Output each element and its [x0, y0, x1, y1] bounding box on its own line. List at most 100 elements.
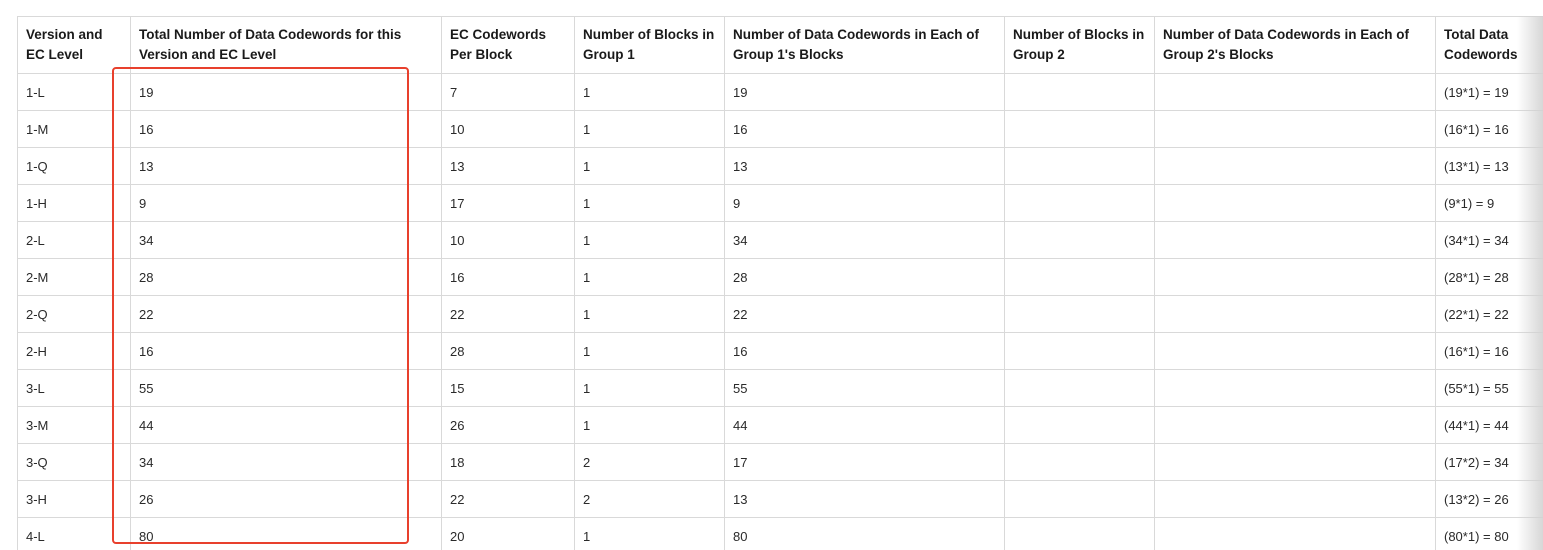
- table-cell: 1: [574, 258, 725, 296]
- table-cell: 1: [574, 295, 725, 333]
- table-cell: [1004, 443, 1155, 481]
- table-cell: (80*1) = 80: [1435, 517, 1543, 550]
- table-cell: [1154, 369, 1436, 407]
- table-cell: 17: [724, 443, 1005, 481]
- table-cell: 1: [574, 406, 725, 444]
- table-cell: (44*1) = 44: [1435, 406, 1543, 444]
- table-cell: 2: [574, 480, 725, 518]
- table-row: 1-H 9 17 1 9 (9*1) = 9: [17, 184, 1543, 222]
- table-cell: [1154, 258, 1436, 296]
- table-cell: [1154, 480, 1436, 518]
- codewords-table-container: Version and EC Level Total Number of Data…: [17, 16, 1543, 550]
- table-cell: (28*1) = 28: [1435, 258, 1543, 296]
- table-cell: 2-L: [17, 221, 131, 259]
- table-cell: 34: [130, 221, 442, 259]
- table-cell: [1154, 295, 1436, 333]
- column-header: Total Number of Data Codewords for this …: [130, 16, 442, 74]
- table-cell: 22: [130, 295, 442, 333]
- table-cell: [1004, 480, 1155, 518]
- table-row: 2-Q 22 22 1 22 (22*1) = 22: [17, 295, 1543, 333]
- table-cell: 3-H: [17, 480, 131, 518]
- table-cell: 3-M: [17, 406, 131, 444]
- table-cell: [1154, 73, 1436, 111]
- table-cell: [1004, 147, 1155, 185]
- table-cell: 22: [441, 480, 575, 518]
- table-cell: 15: [441, 369, 575, 407]
- table-cell: 16: [724, 332, 1005, 370]
- table-cell: 80: [130, 517, 442, 550]
- table-cell: 26: [130, 480, 442, 518]
- table-cell: 28: [441, 332, 575, 370]
- table-cell: 9: [724, 184, 1005, 222]
- table-cell: 44: [724, 406, 1005, 444]
- table-row: 4-L 80 20 1 80 (80*1) = 80: [17, 517, 1543, 550]
- table-cell: 1: [574, 147, 725, 185]
- table-row: 2-M 28 16 1 28 (28*1) = 28: [17, 258, 1543, 296]
- column-header: EC Codewords Per Block: [441, 16, 575, 74]
- table-cell: 2-Q: [17, 295, 131, 333]
- table-cell: 28: [724, 258, 1005, 296]
- column-header: Number of Data Codewords in Each of Grou…: [724, 16, 1005, 74]
- table-cell: 16: [441, 258, 575, 296]
- table-cell: 2-M: [17, 258, 131, 296]
- table-row: 2-H 16 28 1 16 (16*1) = 16: [17, 332, 1543, 370]
- table-cell: 44: [130, 406, 442, 444]
- table-cell: [1004, 517, 1155, 550]
- table-row: 3-L 55 15 1 55 (55*1) = 55: [17, 369, 1543, 407]
- table-cell: 16: [724, 110, 1005, 148]
- table-cell: (13*1) = 13: [1435, 147, 1543, 185]
- table-cell: (9*1) = 9: [1435, 184, 1543, 222]
- table-cell: [1004, 369, 1155, 407]
- table-cell: [1004, 295, 1155, 333]
- table-cell: 19: [724, 73, 1005, 111]
- table-cell: 1: [574, 369, 725, 407]
- table-cell: 1: [574, 221, 725, 259]
- table-cell: 1: [574, 73, 725, 111]
- table-cell: [1154, 110, 1436, 148]
- table-cell: 1-Q: [17, 147, 131, 185]
- table-cell: 18: [441, 443, 575, 481]
- table-cell: 13: [441, 147, 575, 185]
- table-cell: 34: [130, 443, 442, 481]
- table-cell: [1004, 332, 1155, 370]
- table-cell: 80: [724, 517, 1005, 550]
- table-body: 1-L 19 7 1 19 (19*1) = 19 1-M 16 10 1 16 (16*1) = 1…: [17, 73, 1543, 550]
- table-cell: (55*1) = 55: [1435, 369, 1543, 407]
- table-cell: [1004, 258, 1155, 296]
- table-cell: [1154, 332, 1436, 370]
- table-row: 3-Q 34 18 2 17 (17*2) = 34: [17, 443, 1543, 481]
- table-cell: 16: [130, 332, 442, 370]
- header-row: Version and EC Level Total Number of Data…: [17, 16, 1543, 74]
- table-cell: 17: [441, 184, 575, 222]
- table-cell: 13: [724, 147, 1005, 185]
- table-cell: 1: [574, 184, 725, 222]
- table-row: 1-M 16 10 1 16 (16*1) = 16: [17, 110, 1543, 148]
- table-cell: [1154, 221, 1436, 259]
- table-cell: 22: [724, 295, 1005, 333]
- table-cell: (17*2) = 34: [1435, 443, 1543, 481]
- table-cell: [1004, 221, 1155, 259]
- table-cell: (13*2) = 26: [1435, 480, 1543, 518]
- table-cell: 3-Q: [17, 443, 131, 481]
- table-cell: [1004, 406, 1155, 444]
- table-row: 2-L 34 10 1 34 (34*1) = 34: [17, 221, 1543, 259]
- table-cell: (19*1) = 19: [1435, 73, 1543, 111]
- table-cell: [1004, 73, 1155, 111]
- table-cell: 13: [130, 147, 442, 185]
- table-row: 3-H 26 22 2 13 (13*2) = 26: [17, 480, 1543, 518]
- table-cell: (34*1) = 34: [1435, 221, 1543, 259]
- table-cell: 2: [574, 443, 725, 481]
- table-cell: 1: [574, 517, 725, 550]
- table-cell: [1154, 406, 1436, 444]
- table-cell: 4-L: [17, 517, 131, 550]
- table-cell: (22*1) = 22: [1435, 295, 1543, 333]
- column-header: Version and EC Level: [17, 16, 131, 74]
- table-cell: [1154, 517, 1436, 550]
- table-cell: 34: [724, 221, 1005, 259]
- table-cell: [1154, 147, 1436, 185]
- table-cell: [1154, 184, 1436, 222]
- table-cell: 55: [130, 369, 442, 407]
- table-row: 1-Q 13 13 1 13 (13*1) = 13: [17, 147, 1543, 185]
- table-cell: 55: [724, 369, 1005, 407]
- table-cell: 26: [441, 406, 575, 444]
